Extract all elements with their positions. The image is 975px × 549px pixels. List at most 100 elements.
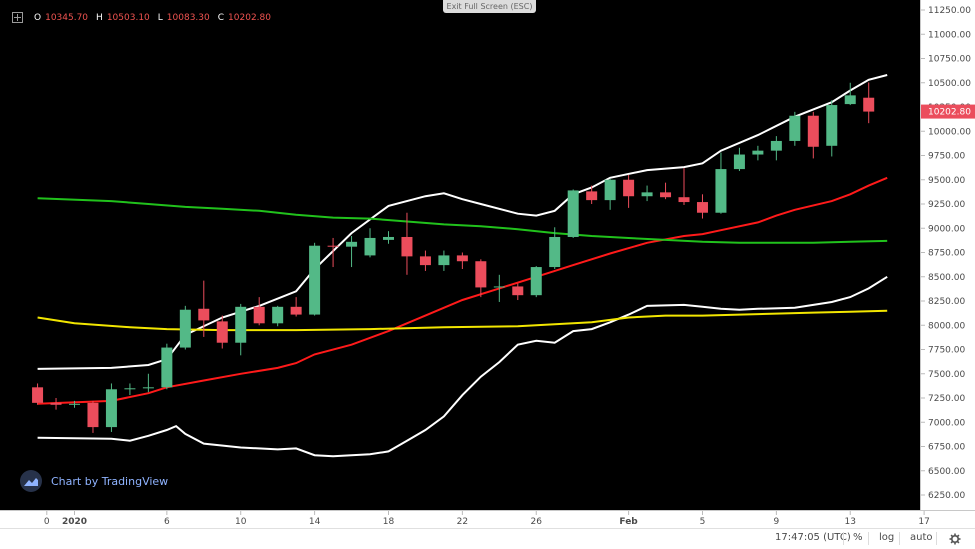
last-price-badge bbox=[921, 104, 975, 119]
candle-body bbox=[733, 154, 745, 170]
clock-time[interactable]: 17:47:05 (UTC) bbox=[775, 532, 851, 543]
candle-body bbox=[752, 150, 764, 155]
price-tick-label: 9000.00 bbox=[928, 224, 965, 234]
high-label: H bbox=[96, 12, 103, 23]
candle bbox=[623, 174, 635, 208]
bottom-toolbar: 17:47:05 (UTC) % log auto bbox=[0, 528, 975, 549]
price-tick-label: 7000.00 bbox=[928, 418, 965, 428]
ohlc-legend: O 10345.70 H 10503.10 L 10083.30 C 10202.80 bbox=[12, 12, 271, 23]
candle-body bbox=[216, 321, 228, 343]
time-tick-label: 10 bbox=[235, 517, 247, 527]
candle bbox=[475, 259, 487, 298]
auto-toggle[interactable]: auto bbox=[910, 532, 933, 543]
candle bbox=[586, 185, 598, 204]
log-toggle[interactable]: log bbox=[879, 532, 895, 543]
candle-body bbox=[567, 190, 579, 237]
open-value: 10345.70 bbox=[45, 12, 89, 23]
candle-body bbox=[272, 306, 284, 324]
candle-body bbox=[863, 97, 875, 112]
candle-body bbox=[290, 306, 302, 315]
time-tick-label: 26 bbox=[531, 517, 543, 527]
chart-plot[interactable] bbox=[0, 0, 920, 510]
time-tick-label: 2020 bbox=[62, 517, 87, 527]
price-tick-label: 11000.00 bbox=[928, 30, 971, 40]
candle bbox=[752, 145, 764, 161]
candle bbox=[32, 383, 44, 405]
candle-body bbox=[715, 169, 727, 213]
separator bbox=[843, 532, 844, 545]
candle-body bbox=[807, 115, 819, 147]
candle-body bbox=[419, 256, 431, 266]
price-tick-label: 7250.00 bbox=[928, 394, 965, 404]
settings-gear-icon[interactable] bbox=[949, 533, 961, 545]
candle-body bbox=[475, 261, 487, 288]
candle-body bbox=[364, 237, 376, 256]
time-tick-label: Feb bbox=[619, 517, 638, 527]
price-tick-label: 7500.00 bbox=[928, 370, 965, 380]
candle-body bbox=[87, 402, 99, 428]
candle-body bbox=[327, 245, 339, 247]
candle-body bbox=[456, 255, 468, 262]
candle-body bbox=[623, 179, 635, 197]
tradingview-logo-icon bbox=[20, 470, 42, 492]
close-value: 10202.80 bbox=[228, 12, 271, 23]
candle-body bbox=[512, 286, 524, 296]
time-tick-label: 18 bbox=[383, 517, 395, 527]
candle bbox=[678, 168, 690, 205]
separator bbox=[868, 532, 869, 545]
candle-body bbox=[235, 306, 247, 343]
candle-body bbox=[50, 402, 62, 405]
candle bbox=[401, 212, 413, 275]
candle bbox=[346, 236, 358, 268]
candle-body bbox=[346, 241, 358, 247]
time-tick-label: 6 bbox=[164, 517, 170, 527]
candle bbox=[807, 111, 819, 159]
price-tick-label: 8000.00 bbox=[928, 321, 965, 331]
candle bbox=[198, 280, 210, 337]
last-price-label: 10202.80 bbox=[928, 108, 971, 118]
indicator-line-3 bbox=[37, 176, 888, 405]
candle-body bbox=[179, 309, 191, 348]
candle-body bbox=[660, 192, 672, 198]
exit-fullscreen-button[interactable]: Exit Full Screen (ESC) bbox=[443, 0, 536, 13]
indicator-line-4 bbox=[37, 197, 888, 244]
percent-toggle[interactable]: % bbox=[853, 532, 863, 543]
candle-body bbox=[105, 389, 117, 428]
chart-area[interactable]: O 10345.70 H 10503.10 L 10083.30 C 10202.80 … bbox=[0, 0, 920, 510]
candle bbox=[438, 250, 450, 271]
time-axis[interactable]: 0 2020 6 10 14 18 22 26 Feb 5 9 13 17 bbox=[0, 510, 975, 529]
candle bbox=[604, 178, 616, 210]
candle-body bbox=[789, 115, 801, 141]
indicator-line-2 bbox=[37, 275, 888, 458]
time-tick-label: 0 bbox=[44, 517, 50, 527]
candle-body bbox=[161, 347, 173, 388]
open-label: O bbox=[34, 12, 42, 23]
price-tick-label: 6500.00 bbox=[928, 467, 965, 477]
low-label: L bbox=[157, 12, 163, 23]
price-tick-label: 9750.00 bbox=[928, 152, 965, 162]
candle bbox=[327, 237, 339, 268]
candle-body bbox=[549, 236, 561, 268]
expand-icon[interactable] bbox=[12, 12, 23, 23]
tradingview-watermark[interactable]: Chart by TradingView bbox=[20, 470, 168, 492]
candle bbox=[272, 305, 284, 327]
price-tick-label: 6750.00 bbox=[928, 443, 965, 453]
low-value: 10083.30 bbox=[166, 12, 210, 23]
price-axis[interactable]: 11250.0011000.0010750.0010500.0010250.00… bbox=[920, 0, 975, 510]
candle-body bbox=[309, 245, 321, 315]
candle bbox=[549, 227, 561, 269]
time-tick-label: 17 bbox=[918, 517, 929, 527]
candle bbox=[105, 383, 117, 432]
candle-body bbox=[696, 202, 708, 213]
price-tick-label: 10000.00 bbox=[928, 127, 971, 137]
candle bbox=[364, 228, 376, 258]
candle-body bbox=[401, 236, 413, 257]
candle bbox=[493, 274, 505, 302]
candle bbox=[789, 111, 801, 146]
candle bbox=[216, 315, 228, 349]
candle-body bbox=[253, 306, 265, 324]
time-axis-labels: 0 2020 6 10 14 18 22 26 Feb 5 9 13 17 bbox=[44, 511, 930, 527]
indicator-line-5 bbox=[37, 309, 888, 332]
close-label: C bbox=[217, 12, 225, 23]
price-tick-label: 10750.00 bbox=[928, 55, 971, 65]
